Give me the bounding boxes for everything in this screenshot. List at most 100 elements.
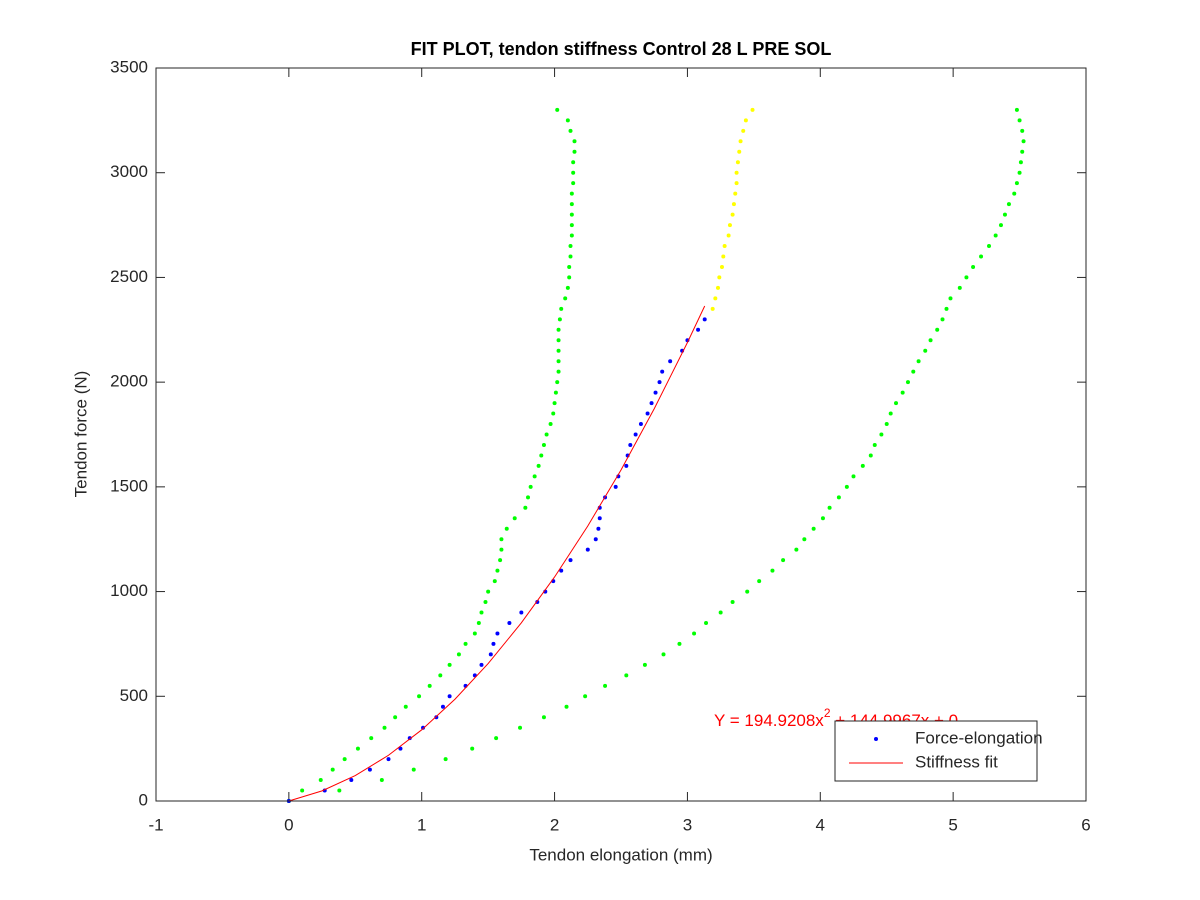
data-point <box>367 767 372 772</box>
y-tick-label: 0 <box>139 790 148 809</box>
data-point <box>872 442 877 447</box>
data-point <box>398 746 403 751</box>
data-point <box>427 683 432 688</box>
data-point <box>557 317 562 322</box>
data-point <box>596 526 601 531</box>
data-point <box>541 442 546 447</box>
data-point <box>479 662 484 667</box>
data-point <box>661 652 666 657</box>
data-point <box>438 673 443 678</box>
data-point <box>318 778 323 783</box>
x-axis-label: Tendon elongation (mm) <box>529 845 712 864</box>
data-point <box>923 348 928 353</box>
chart-title: FIT PLOT, tendon stiffness Control 28 L … <box>411 39 832 59</box>
legend-swatch <box>874 737 878 741</box>
data-point <box>638 422 643 427</box>
data-point <box>851 474 856 479</box>
data-point <box>541 715 546 720</box>
x-tick-label: 0 <box>284 815 293 834</box>
data-point <box>337 788 342 793</box>
x-tick-label: 6 <box>1081 815 1090 834</box>
data-point <box>492 579 497 584</box>
data-point <box>649 401 654 406</box>
y-tick-label: 2500 <box>110 267 148 286</box>
data-point <box>979 254 984 259</box>
data-point <box>1020 149 1025 154</box>
data-point <box>713 296 718 301</box>
data-point <box>1017 118 1022 123</box>
data-point <box>998 223 1003 228</box>
data-point <box>657 380 662 385</box>
data-point <box>715 285 720 290</box>
data-point <box>382 725 387 730</box>
data-point <box>1017 170 1022 175</box>
data-point <box>770 568 775 573</box>
data-point <box>781 558 786 563</box>
data-point <box>741 128 746 133</box>
x-tick-label: 1 <box>417 815 426 834</box>
data-point <box>624 673 629 678</box>
data-point <box>526 495 530 500</box>
data-point <box>727 223 732 228</box>
data-point <box>811 526 816 531</box>
data-point <box>868 453 873 458</box>
data-point <box>1006 202 1011 207</box>
data-point <box>556 338 561 343</box>
data-point <box>1020 128 1025 133</box>
data-point <box>434 715 439 720</box>
data-point <box>443 757 448 762</box>
data-point <box>702 317 707 322</box>
data-point <box>456 652 461 657</box>
y-tick-label: 1000 <box>110 581 148 600</box>
y-tick-label: 500 <box>120 686 148 705</box>
data-point <box>553 390 558 395</box>
data-point <box>884 422 889 427</box>
legend-label: Stiffness fit <box>915 752 998 771</box>
data-point <box>571 170 576 175</box>
data-point <box>479 610 484 615</box>
data-point <box>499 547 504 552</box>
x-tick-label: 5 <box>948 815 957 834</box>
data-point <box>836 495 841 500</box>
data-point <box>696 327 701 332</box>
y-tick-label: 2000 <box>110 372 148 391</box>
data-point <box>726 233 731 238</box>
data-point <box>342 757 347 762</box>
x-tick-label: 2 <box>550 815 559 834</box>
data-point <box>717 275 722 280</box>
data-point <box>355 746 360 751</box>
data-point <box>472 631 477 636</box>
data-point <box>568 254 573 259</box>
data-point <box>624 463 629 468</box>
data-point <box>668 359 673 364</box>
data-point <box>421 725 426 730</box>
data-point <box>757 579 762 584</box>
data-point <box>555 380 560 385</box>
data-point <box>827 505 832 510</box>
data-point <box>911 369 916 374</box>
data-point <box>504 526 509 531</box>
x-tick-label: 4 <box>816 815 825 834</box>
x-tick-label: 3 <box>683 815 692 834</box>
data-point <box>993 233 998 238</box>
data-point <box>349 778 354 783</box>
data-point <box>734 181 739 186</box>
data-point <box>568 244 573 249</box>
data-point <box>1014 181 1019 186</box>
data-point <box>603 683 608 688</box>
data-point <box>539 453 544 458</box>
data-point <box>642 662 647 667</box>
fit-line <box>288 305 706 802</box>
data-point <box>476 620 481 625</box>
data-point <box>551 411 556 416</box>
data-point <box>440 704 445 709</box>
y-axis-label: Tendon force (N) <box>71 371 90 498</box>
data-point <box>556 369 561 374</box>
equation-superscript: 2 <box>824 706 831 720</box>
data-point <box>820 516 825 521</box>
data-point <box>613 484 618 489</box>
data-point <box>710 306 715 311</box>
data-point <box>735 160 740 165</box>
data-point <box>568 558 573 563</box>
